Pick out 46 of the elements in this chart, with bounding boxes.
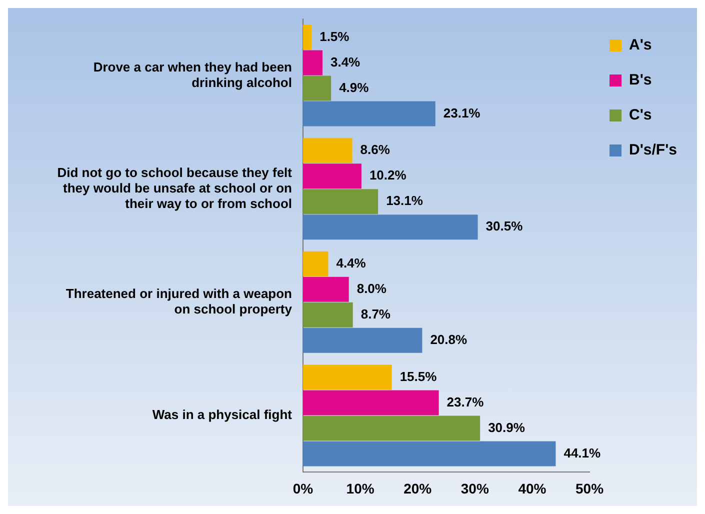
bar: [303, 390, 439, 416]
data-label: 8.6%: [360, 142, 390, 158]
data-label: 3.4%: [330, 54, 361, 70]
x-tick-label: 50%: [576, 480, 604, 496]
bar: [303, 251, 328, 276]
data-label: 44.1%: [564, 445, 602, 460]
y-tick-label: Did not go to school because they felt they would be unsafe at school or on their way to or from school: [57, 164, 293, 212]
legend-label: B's: [629, 72, 652, 89]
bar: [303, 276, 349, 302]
bar: [303, 164, 362, 189]
data-label: 4.4%: [336, 255, 366, 270]
data-label: 23.1%: [443, 105, 481, 120]
data-label: 8.0%: [356, 281, 387, 296]
bar: [303, 416, 480, 441]
bar: [303, 214, 478, 240]
data-label: 8.7%: [360, 306, 391, 322]
bar: [303, 302, 353, 328]
bar: [303, 328, 422, 353]
legend-label: C's: [629, 106, 652, 124]
data-label: 15.5%: [400, 368, 438, 384]
bar: [303, 441, 556, 466]
data-label: 23.7%: [446, 394, 484, 410]
bar: [303, 76, 332, 101]
data-label: 20.8%: [430, 332, 468, 348]
bar: [303, 189, 378, 214]
y-tick-label: Drove a car when they had been drinking alcohol: [93, 59, 292, 90]
x-tick-label: 30%: [460, 480, 490, 496]
x-tick-label: 0%: [292, 480, 314, 496]
y-tick-label: Was in a physical fight: [152, 407, 293, 422]
bar: [303, 138, 352, 164]
bar: [303, 101, 436, 126]
bar: [303, 364, 392, 390]
legend-label: D's/F's: [629, 142, 678, 159]
x-tick-label: 20%: [404, 480, 432, 496]
data-label: 1.5%: [320, 28, 350, 44]
data-label: 30.9%: [488, 420, 526, 435]
bar: [303, 24, 312, 50]
x-tick-label: 40%: [518, 480, 547, 496]
legend-label: A's: [629, 36, 652, 54]
y-tick-label: Threatened or injured with a weapon on school property: [66, 286, 293, 317]
data-label: 4.9%: [339, 80, 370, 95]
x-tick-label: 10%: [346, 480, 375, 496]
data-label: 13.1%: [386, 193, 424, 208]
data-label: 10.2%: [369, 168, 407, 183]
bar: [303, 50, 322, 76]
data-label: 30.5%: [486, 218, 524, 234]
